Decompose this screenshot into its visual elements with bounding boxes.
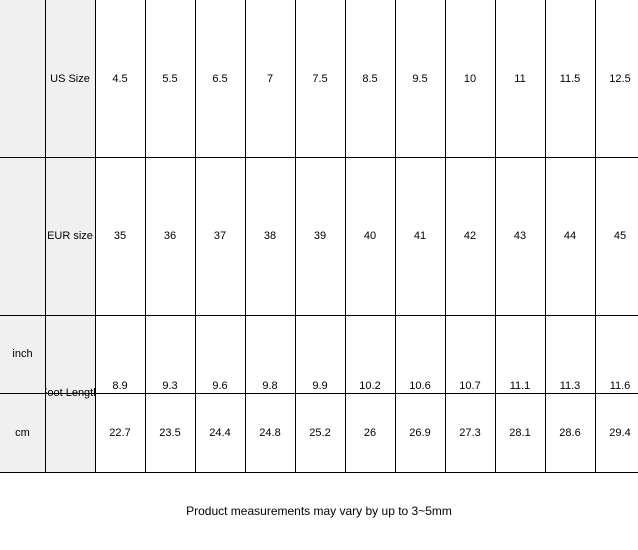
column-divider — [545, 0, 546, 473]
label-column — [45, 0, 95, 473]
cm-value-cell: 28.6 — [559, 426, 581, 439]
cm-label: cm — [15, 426, 30, 439]
cm-value-cell: 24.4 — [209, 426, 231, 439]
cm-value-cell: 26 — [363, 426, 377, 439]
us-value-cell: 9.5 — [412, 72, 428, 85]
inch-value-cell: 10.2 — [359, 380, 381, 392]
row-divider — [0, 157, 638, 158]
eur-value-cell: 38 — [263, 230, 277, 242]
cm-value-cell: 22.7 — [109, 426, 131, 439]
eur-value-cell: 43 — [513, 230, 527, 242]
us-value-cell: 4.5 — [112, 72, 128, 85]
inch-value-cell: 11.6 — [609, 380, 631, 392]
cm-value-cell: 23.5 — [159, 426, 181, 439]
eur-value-cell: 40 — [363, 230, 377, 242]
us-value-cell: 7 — [266, 72, 274, 85]
eur-size-label: EUR size — [47, 230, 93, 242]
eur-value-cell: 42 — [463, 230, 477, 242]
inch-label: inch — [12, 348, 33, 360]
column-divider — [495, 0, 496, 473]
eur-value-cell: 45 — [613, 230, 627, 242]
row-header-column — [0, 0, 45, 473]
inch-value-cell: 9.9 — [312, 380, 328, 392]
cm-value-cell: 25.2 — [309, 426, 331, 439]
us-value-cell: 12.5 — [609, 72, 631, 85]
inch-value-cell: 8.9 — [112, 380, 128, 392]
us-value-cell: 11 — [514, 72, 526, 85]
cm-value-cell: 27.3 — [459, 426, 481, 439]
eur-value-cell: 39 — [313, 230, 327, 242]
eur-value-cell: 37 — [213, 230, 227, 242]
inch-value-cell: 10.7 — [459, 380, 481, 392]
cm-value-cell: 26.9 — [409, 426, 431, 439]
column-divider — [445, 0, 446, 473]
eur-value-cell: 41 — [413, 230, 427, 242]
us-value-cell: 6.5 — [212, 72, 228, 85]
row-divider — [0, 315, 638, 316]
inch-value-cell: 9.3 — [162, 380, 178, 392]
row-divider — [0, 472, 638, 473]
inch-value-cell: 11.1 — [509, 380, 531, 392]
column-divider — [195, 0, 196, 473]
eur-value-cell: 44 — [563, 230, 577, 242]
us-value-cell: 11.5 — [559, 72, 581, 85]
us-value-cell: 10 — [463, 72, 477, 85]
column-divider — [145, 0, 146, 473]
column-divider — [295, 0, 296, 473]
eur-value-cell: 35 — [113, 230, 127, 242]
column-divider — [95, 0, 96, 473]
column-divider — [245, 0, 246, 473]
cm-value-cell: 29.4 — [609, 426, 631, 439]
inch-value-cell: 9.8 — [262, 380, 278, 392]
column-divider — [395, 0, 396, 473]
cm-value-cell: 28.1 — [509, 426, 531, 439]
inch-value-cell: 9.6 — [212, 380, 228, 392]
column-divider — [45, 0, 46, 473]
cm-value-cell: 24.8 — [259, 426, 281, 439]
us-size-label: US Size — [50, 72, 90, 85]
eur-value-cell: 36 — [163, 230, 177, 242]
column-divider — [595, 0, 596, 473]
us-value-cell: 8.5 — [362, 72, 378, 85]
inch-value-cell: 10.6 — [409, 380, 431, 392]
column-divider — [345, 0, 346, 473]
us-value-cell: 7.5 — [312, 72, 328, 85]
inch-value-cell: 11.3 — [559, 380, 581, 392]
measurement-note: Product measurements may vary by up to 3… — [186, 504, 452, 518]
us-value-cell: 5.5 — [162, 72, 178, 85]
row-divider — [0, 393, 638, 394]
